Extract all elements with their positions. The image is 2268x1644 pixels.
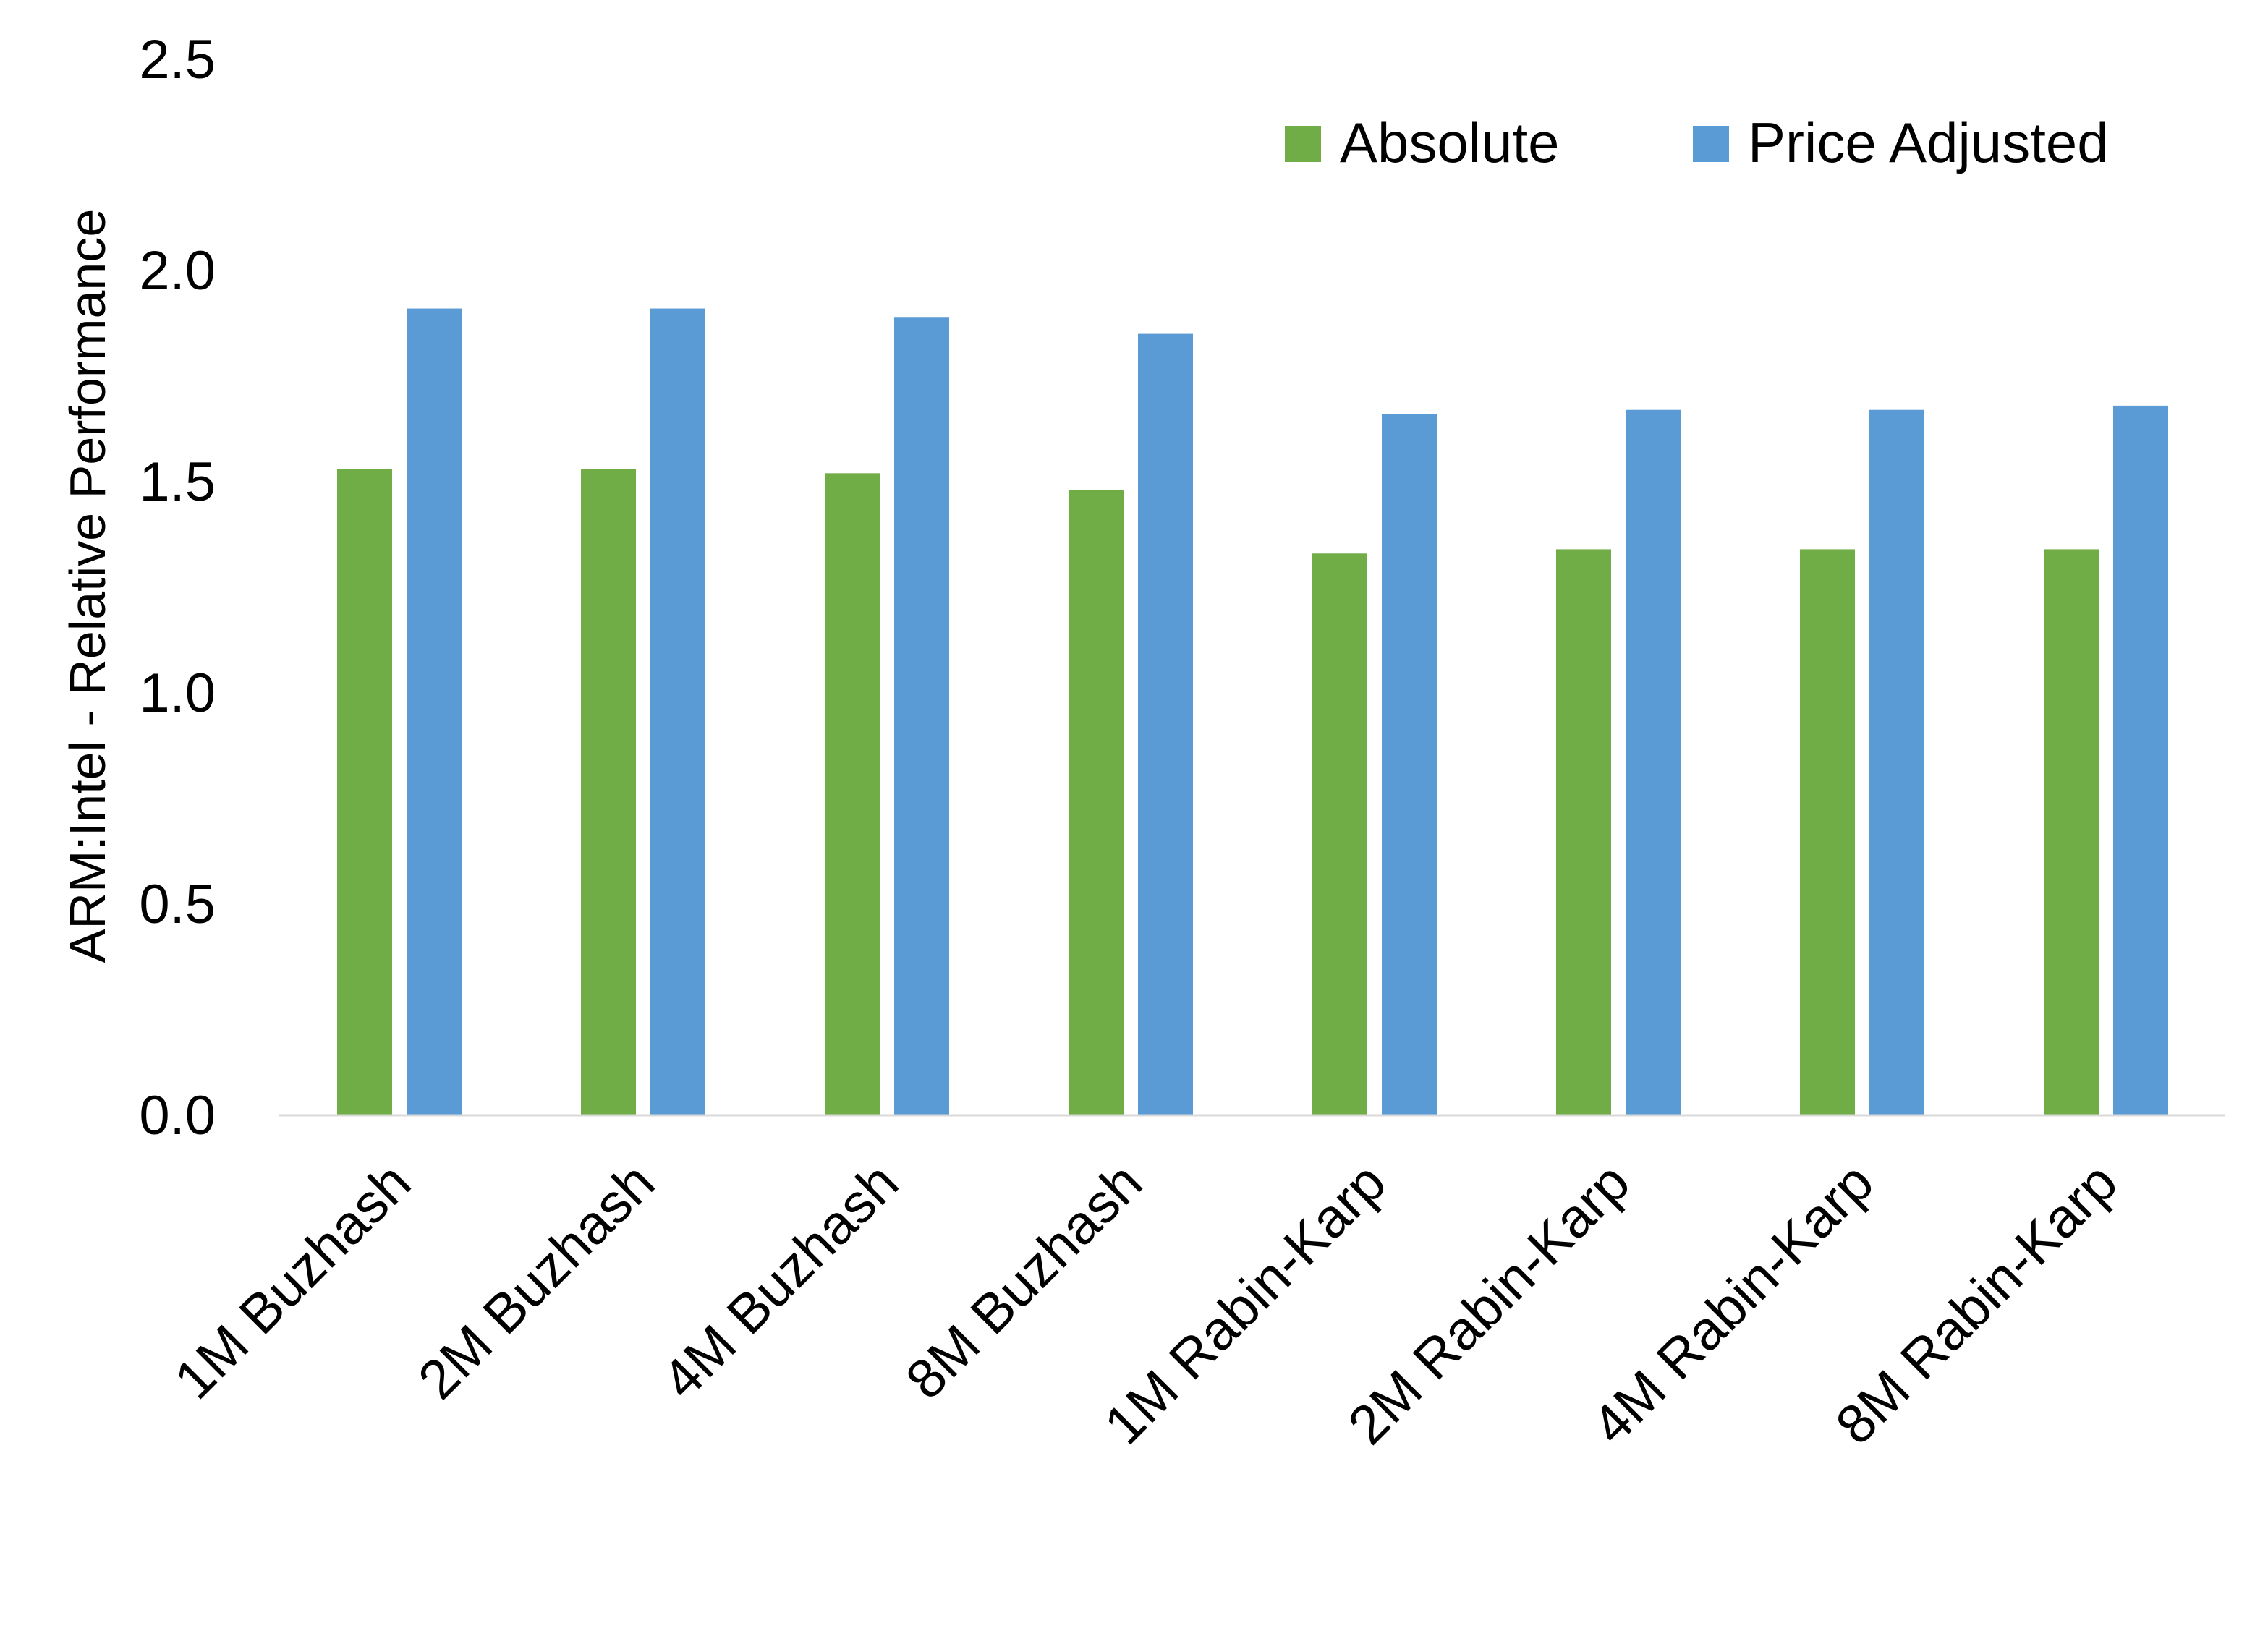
- bar-absolute: [1800, 549, 1855, 1115]
- x-tick-label: 1M Buzhash: [163, 1151, 422, 1411]
- y-tick-label: 0.5: [139, 874, 216, 935]
- y-tick-label: 2.5: [139, 29, 216, 90]
- legend-swatch: [1285, 126, 1321, 162]
- y-tick-label: 2.0: [139, 240, 216, 302]
- bar-price-adjusted: [1382, 414, 1437, 1115]
- bar-price-adjusted: [407, 308, 462, 1115]
- x-tick-label: 4M Buzhash: [650, 1151, 910, 1411]
- bar-absolute: [581, 469, 636, 1115]
- x-tick-label: 2M Buzhash: [407, 1151, 666, 1411]
- bar-absolute: [1069, 490, 1124, 1115]
- bar-absolute: [2044, 549, 2099, 1115]
- bar-absolute: [825, 473, 880, 1115]
- bars: [337, 308, 2168, 1116]
- bar-price-adjusted: [1626, 409, 1681, 1115]
- bar-price-adjusted: [650, 308, 705, 1115]
- bar-price-adjusted: [2113, 405, 2168, 1115]
- x-tick-label: 8M Buzhash: [894, 1151, 1154, 1411]
- y-tick-label: 1.5: [139, 451, 216, 513]
- legend-label: Price Adjusted: [1748, 111, 2109, 174]
- y-axis-ticks: 0.0 0.5 1.0 1.5 2.0 2.5: [139, 29, 216, 1146]
- bar-absolute: [1312, 553, 1367, 1115]
- y-tick-label: 1.0: [139, 663, 216, 724]
- bar-price-adjusted: [894, 317, 949, 1115]
- bar-price-adjusted: [1869, 409, 1924, 1115]
- legend-label: Absolute: [1340, 111, 1560, 174]
- bar-absolute: [337, 469, 392, 1115]
- y-axis-label: ARM:Intel - Relative Performance: [59, 209, 116, 963]
- bar-absolute: [1556, 549, 1611, 1115]
- y-tick-label: 0.0: [139, 1085, 216, 1146]
- legend: Absolute Price Adjusted: [1285, 111, 2109, 174]
- bar-price-adjusted: [1138, 333, 1193, 1116]
- legend-swatch: [1693, 126, 1729, 162]
